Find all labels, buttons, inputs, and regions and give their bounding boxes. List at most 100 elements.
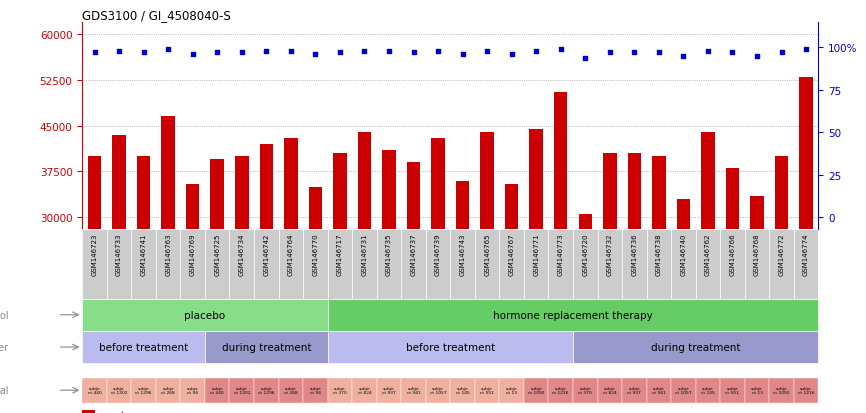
Bar <box>327 299 818 331</box>
Text: subje
ct 824: subje ct 824 <box>603 386 617 394</box>
Point <box>578 55 592 62</box>
Point <box>284 48 298 55</box>
Text: subje
ct 145: subje ct 145 <box>701 386 715 394</box>
Bar <box>303 378 327 403</box>
Text: GSM146732: GSM146732 <box>607 233 613 276</box>
Point <box>676 53 690 60</box>
Text: GSM146740: GSM146740 <box>681 233 687 276</box>
Text: subje
ct 370: subje ct 370 <box>333 386 346 394</box>
Point <box>627 50 641 57</box>
Text: GDS3100 / GI_4508040-S: GDS3100 / GI_4508040-S <box>82 9 231 21</box>
Text: subje
ct 1296: subje ct 1296 <box>135 386 152 394</box>
Text: subje
ct 268: subje ct 268 <box>284 386 298 394</box>
Text: subje
ct 1216: subje ct 1216 <box>553 386 569 394</box>
Text: GSM146774: GSM146774 <box>803 233 809 276</box>
Point <box>260 48 274 55</box>
Bar <box>598 230 622 299</box>
Text: GSM146736: GSM146736 <box>631 233 637 276</box>
Text: subje
ct 1057: subje ct 1057 <box>675 386 692 394</box>
Bar <box>745 230 769 299</box>
Bar <box>327 331 573 363</box>
Bar <box>750 196 764 401</box>
Bar <box>107 378 132 403</box>
Bar <box>524 230 548 299</box>
Bar <box>352 378 377 403</box>
Bar <box>401 230 426 299</box>
Text: subje
ct 370: subje ct 370 <box>578 386 592 394</box>
Bar <box>210 160 224 401</box>
Text: subje
ct 824: subje ct 824 <box>358 386 372 394</box>
Point <box>750 53 764 60</box>
Bar <box>475 378 500 403</box>
Text: GSM146735: GSM146735 <box>386 233 392 276</box>
Bar <box>377 378 401 403</box>
Text: placebo: placebo <box>184 310 225 320</box>
Point <box>210 50 224 57</box>
Text: subje
ct 551: subje ct 551 <box>726 386 740 394</box>
Bar <box>352 230 377 299</box>
Point <box>185 52 199 58</box>
Bar <box>721 378 745 403</box>
Text: before treatment: before treatment <box>405 342 495 352</box>
Text: GSM146769: GSM146769 <box>190 233 196 276</box>
Point <box>652 50 666 57</box>
Bar <box>695 230 721 299</box>
Bar <box>161 117 175 401</box>
Text: subje
ct 551: subje ct 551 <box>480 386 494 394</box>
Text: GSM146763: GSM146763 <box>165 233 171 276</box>
Text: individual: individual <box>0 385 9 395</box>
Bar <box>137 157 151 401</box>
Point <box>235 50 249 57</box>
Bar <box>431 138 445 401</box>
Text: subje
ct 937: subje ct 937 <box>382 386 396 394</box>
Text: GSM146772: GSM146772 <box>779 233 785 276</box>
Bar <box>701 133 714 401</box>
Point <box>529 48 543 55</box>
Bar <box>229 230 254 299</box>
Bar <box>475 230 500 299</box>
Bar <box>647 230 671 299</box>
Bar <box>235 157 249 401</box>
Bar <box>205 331 327 363</box>
Text: GSM146766: GSM146766 <box>729 233 735 276</box>
Point <box>382 48 396 55</box>
Text: subje
ct 13: subje ct 13 <box>506 386 518 394</box>
Point <box>112 48 126 55</box>
Bar <box>205 378 229 403</box>
Point <box>799 47 813 53</box>
Bar <box>578 215 592 401</box>
Bar <box>254 230 279 299</box>
Bar <box>82 378 107 403</box>
Bar <box>573 331 818 363</box>
Text: GSM146733: GSM146733 <box>116 233 122 276</box>
Bar <box>481 133 494 401</box>
Text: subje
ct 145: subje ct 145 <box>456 386 469 394</box>
Text: GSM146741: GSM146741 <box>140 233 146 276</box>
Text: GSM146765: GSM146765 <box>484 233 490 276</box>
Bar <box>573 230 598 299</box>
Bar <box>500 378 524 403</box>
Point <box>358 48 372 55</box>
Bar <box>548 378 573 403</box>
Text: GSM146738: GSM146738 <box>656 233 662 276</box>
Bar <box>529 129 543 401</box>
Bar <box>260 145 273 401</box>
Bar <box>186 184 199 401</box>
Text: subje
ct 1092: subje ct 1092 <box>528 386 545 394</box>
Text: subje
ct 1057: subje ct 1057 <box>430 386 446 394</box>
Bar <box>180 378 205 403</box>
Bar <box>205 230 229 299</box>
Text: subje
ct 268: subje ct 268 <box>161 386 175 394</box>
Point <box>505 52 519 58</box>
Bar <box>548 230 573 299</box>
Bar <box>554 93 567 401</box>
Point <box>431 48 445 55</box>
Text: GSM146743: GSM146743 <box>460 233 466 276</box>
Text: subje
ct 440: subje ct 440 <box>87 386 101 394</box>
Text: GSM146764: GSM146764 <box>288 233 294 276</box>
Point <box>87 50 101 57</box>
Point <box>603 50 617 57</box>
Text: GSM146739: GSM146739 <box>435 233 441 276</box>
Text: GSM146773: GSM146773 <box>558 233 564 276</box>
Bar <box>308 187 322 401</box>
